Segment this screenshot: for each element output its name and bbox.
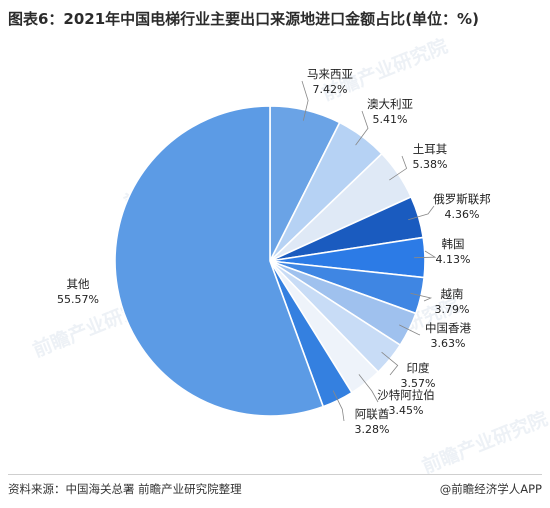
slice-label: 印度 [407,361,430,375]
leader-line [399,324,421,336]
slice-label: 其他 [67,277,90,291]
leader-line [381,351,399,376]
watermark-text: 前瞻产业研究院 [419,407,550,478]
slice-value-label: 5.41% [373,113,408,126]
slice-value-label: 3.28% [355,423,390,436]
leader-line [355,110,369,146]
leader-line [358,374,379,403]
slice-value-label: 55.57% [57,293,99,306]
leader-line [410,292,433,302]
slice-label: 土耳其 [413,142,448,156]
slice-value-label: 7.42% [313,83,348,96]
slice-value-label: 3.79% [435,303,470,316]
slice-labels: 马来西亚 7.42% 澳大利亚 5.41% 土耳其 5.38% 俄罗斯联邦 4.36% 韩国 4.… [57,67,491,436]
slice-value-label: 4.13% [436,253,471,266]
leader-line [408,205,435,221]
leader-line [389,155,408,181]
slice-value-label: 3.57% [401,377,436,390]
slice-label: 俄罗斯联邦 [433,192,491,206]
leader-line [414,250,437,259]
brand-credit: @前瞻经济学人APP [439,482,542,496]
slice-value-label: 3.45% [389,404,424,417]
slice-label: 越南 [441,287,464,301]
slice-value-label: 3.63% [431,337,466,350]
slice-label: 沙特阿拉伯 [377,388,435,402]
slice-label: 中国香港 [425,321,471,335]
slice-label: 阿联酋 [355,407,390,421]
slice-label: 澳大利亚 [367,97,413,111]
slice-label: 韩国 [442,237,465,251]
slice-value-label: 5.38% [413,158,448,171]
footer-divider [8,474,542,475]
pie-slices [114,105,426,417]
leader-line [301,80,309,121]
leader-line [332,390,345,422]
source-note: 资料来源：中国海关总署 前瞻产业研究院整理 [8,482,242,496]
chart-title: 图表6：2021年中国电梯行业主要出口来源地进口金额占比(单位：%) [8,10,479,28]
pie-slice [114,105,325,417]
slice-label: 马来西亚 [307,67,353,81]
label-leaders [301,80,437,422]
slice-value-label: 4.36% [445,208,480,221]
